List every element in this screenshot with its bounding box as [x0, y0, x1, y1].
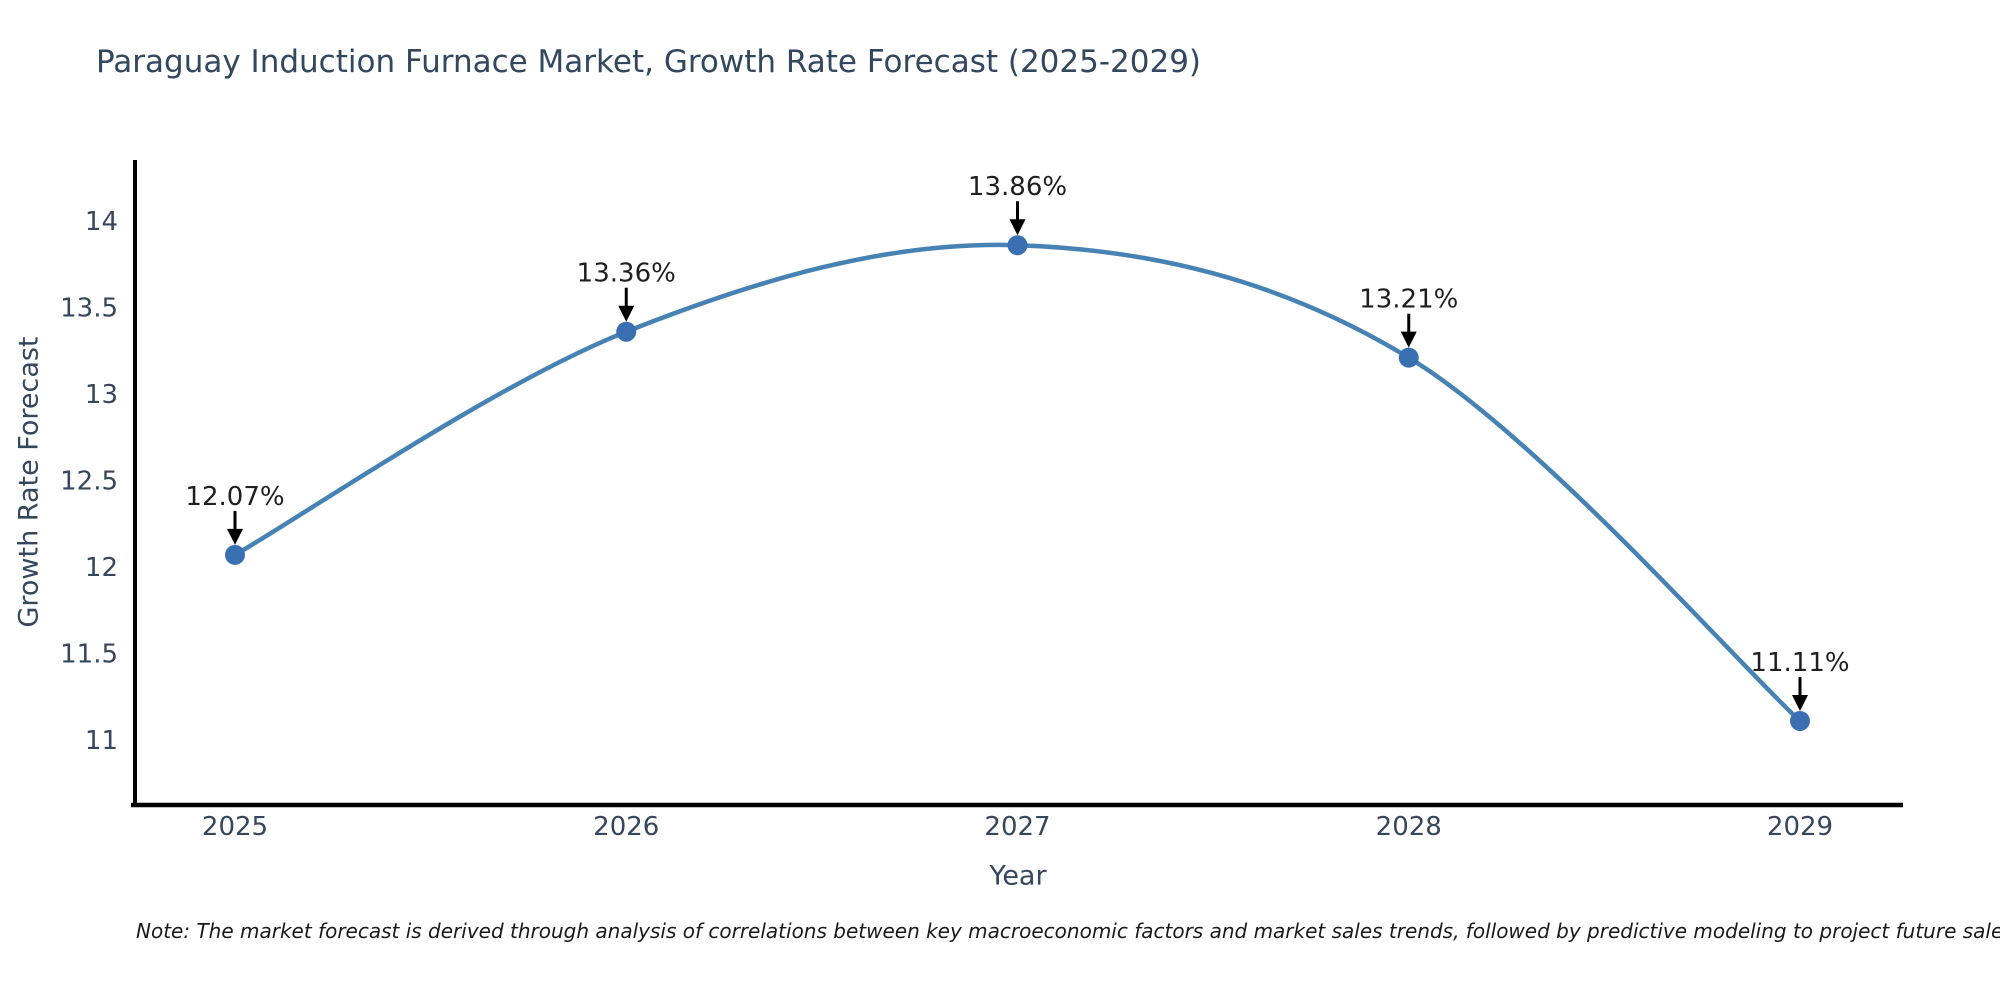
data-point-marker — [225, 544, 245, 565]
note-text: Note: The market forecast is derived thr… — [136, 919, 2000, 943]
y-tick-label: 12.5 — [60, 467, 118, 497]
x-tick-label: 2027 — [984, 812, 1050, 842]
data-point-marker — [616, 321, 637, 342]
y-tick-label: 11 — [85, 726, 118, 756]
data-point-marker — [1790, 710, 1810, 731]
data-point-marker — [1007, 235, 1028, 256]
x-tick-label: 2028 — [1376, 812, 1442, 842]
y-tick-label: 13 — [85, 380, 118, 410]
annotation-label: 13.36% — [577, 259, 676, 289]
x-tick-label: 2029 — [1767, 812, 1833, 842]
y-tick-label: 14 — [85, 207, 118, 237]
chart-title: Paraguay Induction Furnace Market, Growt… — [96, 44, 1202, 80]
annotation-arrowhead — [1009, 219, 1026, 236]
annotation-arrowhead — [1400, 331, 1417, 348]
line-series — [232, 242, 1803, 724]
data-point-marker — [1398, 347, 1419, 368]
y-tick-label: 12 — [85, 553, 118, 583]
y-tick-label: 11.5 — [60, 640, 118, 670]
x-tick-label: 2025 — [202, 812, 268, 842]
annotation-label: 13.21% — [1359, 285, 1458, 315]
annotation-label: 11.11% — [1750, 648, 1849, 678]
annotation-arrowhead — [618, 305, 635, 322]
y-tick-label: 13.5 — [60, 294, 118, 324]
annotation-arrowhead — [1792, 694, 1808, 711]
annotation-arrowhead — [227, 528, 243, 545]
x-tick-label: 2026 — [593, 812, 659, 842]
annotation-label: 13.86% — [968, 172, 1067, 202]
x-axis-label: Year — [989, 860, 1047, 892]
annotation-label: 12.07% — [185, 482, 284, 512]
